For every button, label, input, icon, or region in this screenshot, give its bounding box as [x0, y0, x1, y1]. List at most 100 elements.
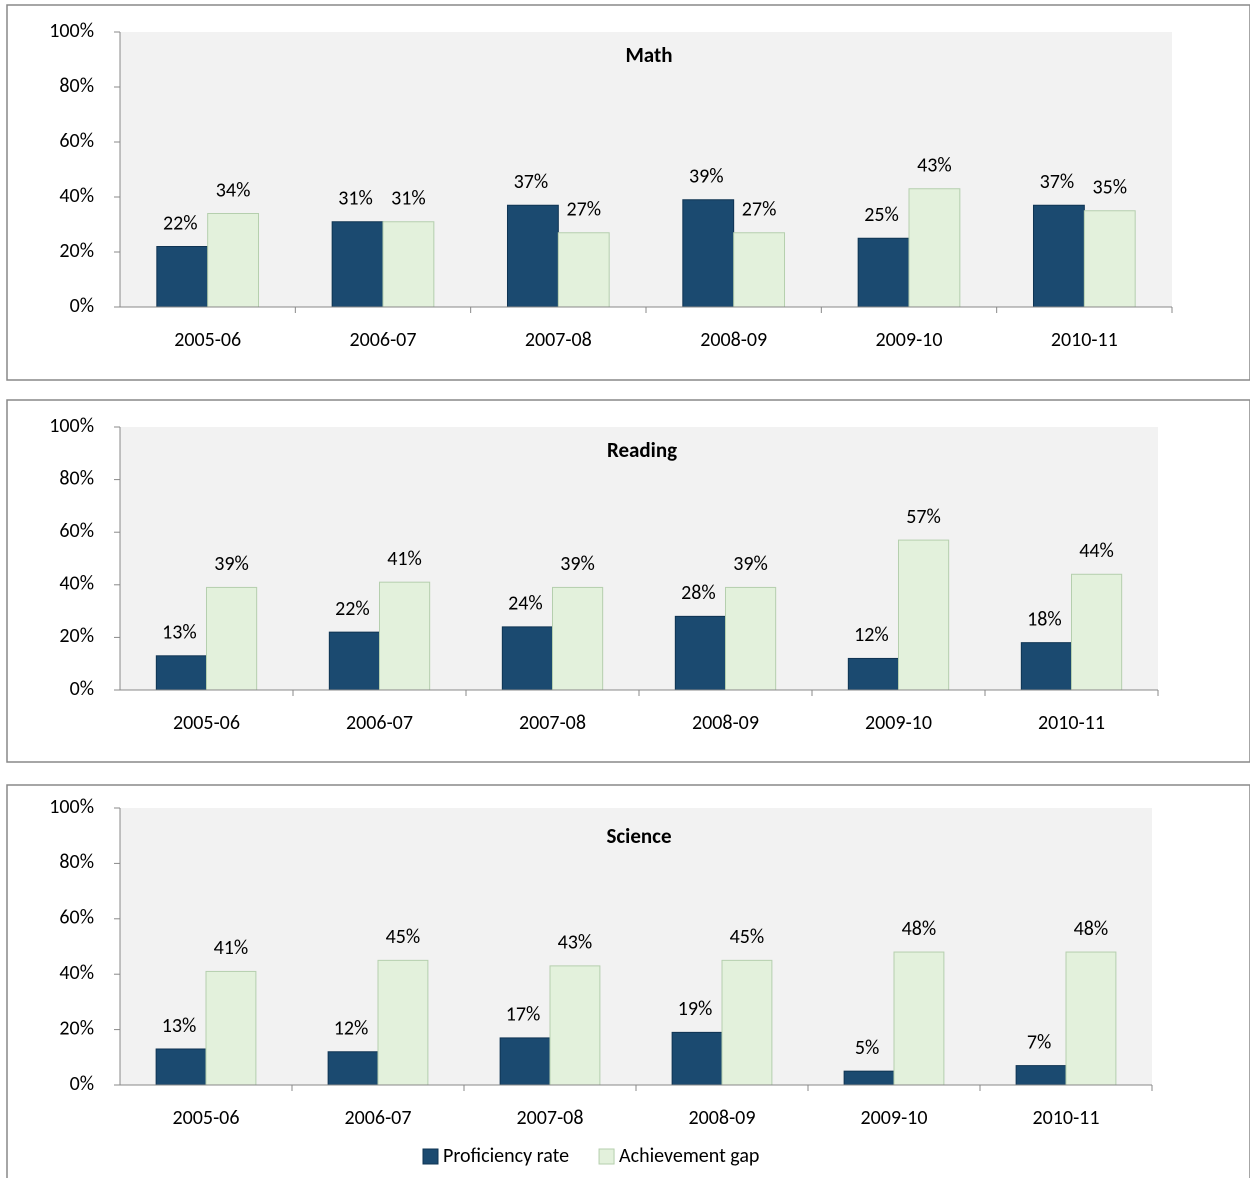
value-label: 41% [214, 936, 249, 960]
bar [382, 221, 435, 308]
bar [1071, 573, 1123, 691]
y-tick-label: 20% [59, 1016, 94, 1040]
y-tick-label: 0% [70, 1072, 94, 1096]
y-tick-label: 60% [59, 906, 94, 930]
bar [155, 1048, 207, 1086]
value-label: 13% [162, 1014, 197, 1038]
chart-title: Science [606, 823, 671, 849]
bar [1015, 1065, 1067, 1086]
x-tick-label: 2007-08 [519, 711, 586, 735]
y-tick-label: 40% [59, 184, 94, 208]
x-tick-label: 2007-08 [517, 1106, 584, 1130]
x-tick-label: 2008-09 [700, 328, 767, 352]
value-label: 45% [386, 925, 421, 949]
x-tick-label: 2006-07 [350, 328, 417, 352]
y-tick-label: 0% [70, 294, 94, 318]
bar [674, 615, 727, 691]
x-tick-label: 2008-09 [689, 1106, 756, 1130]
value-label: 13% [162, 621, 197, 645]
y-tick-label: 80% [59, 466, 94, 490]
bar [898, 539, 950, 691]
value-label: 31% [391, 187, 426, 211]
value-label: 39% [689, 165, 724, 189]
bar [331, 221, 384, 308]
value-label: 17% [506, 1003, 541, 1027]
y-tick-label: 20% [59, 624, 94, 648]
bar [379, 581, 431, 691]
bar [843, 1070, 895, 1086]
value-label: 5% [855, 1036, 879, 1060]
y-tick-label: 40% [59, 572, 94, 596]
value-label: 28% [681, 581, 716, 605]
bar [1032, 204, 1085, 308]
value-label: 35% [1092, 176, 1127, 200]
bar [893, 951, 945, 1086]
x-tick-label: 2006-07 [346, 711, 413, 735]
value-label: 25% [864, 203, 899, 227]
x-tick-label: 2005-06 [174, 328, 241, 352]
value-label: 45% [730, 925, 765, 949]
bar [205, 970, 257, 1086]
legend-label: Proficiency rate [443, 1144, 569, 1168]
value-label: 22% [163, 211, 198, 235]
y-tick-label: 100% [49, 795, 94, 819]
value-label: 37% [1040, 170, 1075, 194]
y-tick-label: 80% [59, 850, 94, 874]
bar [847, 657, 900, 691]
y-tick-label: 0% [70, 677, 94, 701]
bar [377, 959, 429, 1086]
bar [557, 232, 610, 308]
plot-area [120, 427, 1158, 690]
bar [506, 204, 559, 308]
x-tick-label: 2006-07 [345, 1106, 412, 1130]
value-label: 39% [733, 552, 768, 576]
y-tick-label: 100% [49, 19, 94, 43]
value-label: 34% [216, 178, 251, 202]
bar [733, 232, 786, 308]
value-label: 41% [387, 547, 422, 571]
x-tick-label: 2010-11 [1038, 711, 1105, 735]
bar [1083, 210, 1136, 308]
value-label: 48% [902, 917, 937, 941]
chart-title: Math [625, 42, 672, 68]
bar [682, 199, 735, 308]
bar [671, 1031, 723, 1086]
bar [725, 586, 777, 691]
value-label: 37% [514, 170, 549, 194]
bar [501, 626, 553, 691]
x-tick-label: 2009-10 [861, 1106, 928, 1130]
bar [908, 188, 961, 308]
plot-area [120, 808, 1152, 1085]
x-tick-label: 2010-11 [1051, 328, 1118, 352]
value-label: 12% [334, 1017, 369, 1041]
y-tick-label: 40% [59, 961, 94, 985]
value-label: 43% [558, 931, 593, 955]
value-label: 39% [560, 552, 595, 576]
value-label: 39% [214, 552, 249, 576]
value-label: 18% [1027, 607, 1062, 631]
bar [155, 655, 207, 691]
x-tick-label: 2008-09 [692, 711, 759, 735]
value-label: 24% [508, 592, 543, 616]
legend-swatch [598, 1148, 615, 1165]
y-tick-label: 60% [59, 519, 94, 543]
bar [1065, 951, 1117, 1086]
bar [328, 631, 380, 691]
value-label: 27% [742, 198, 777, 222]
value-label: 27% [566, 198, 601, 222]
x-tick-label: 2005-06 [173, 1106, 240, 1130]
y-tick-label: 20% [59, 239, 94, 263]
value-label: 57% [906, 505, 941, 529]
bar [721, 959, 773, 1086]
bar [327, 1051, 379, 1086]
bar [156, 246, 209, 308]
legend-label: Achievement gap [619, 1144, 759, 1168]
y-tick-label: 60% [59, 129, 94, 153]
bar [1020, 642, 1073, 691]
bar [499, 1037, 551, 1086]
value-label: 19% [678, 997, 713, 1021]
bar [857, 237, 910, 308]
legend-swatch [422, 1148, 439, 1165]
x-tick-label: 2005-06 [173, 711, 240, 735]
plot-area [120, 32, 1172, 307]
